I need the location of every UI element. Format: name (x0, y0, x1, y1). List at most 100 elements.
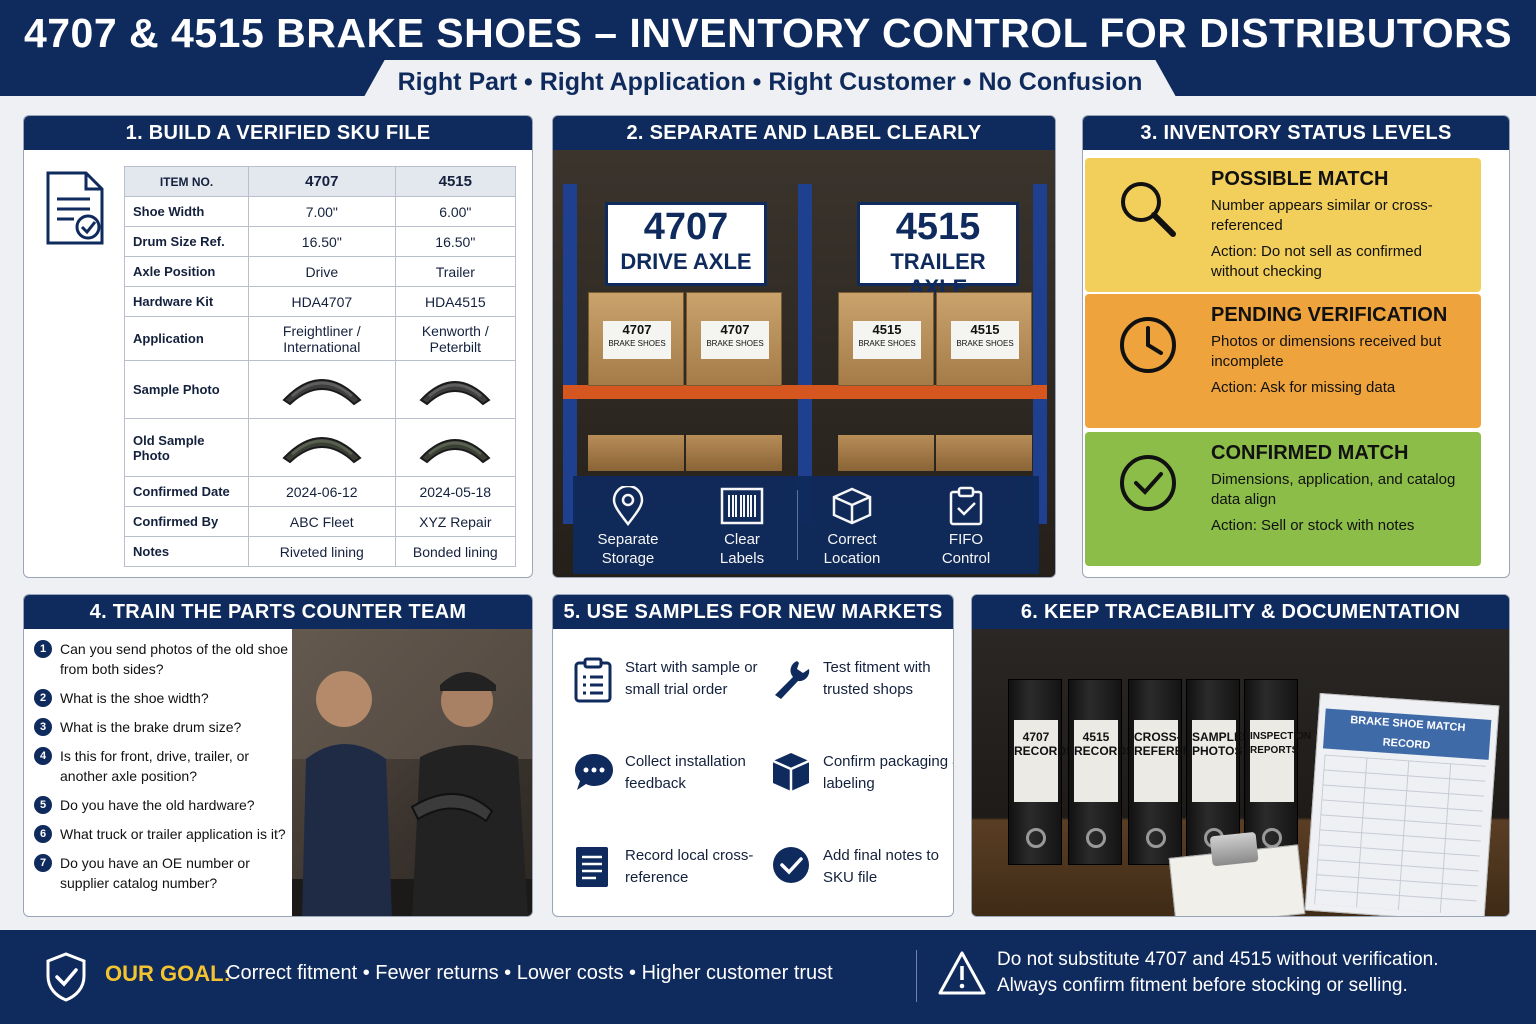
feature-line: Storage (601, 550, 655, 567)
page-subtitle: Right Part • Right Application • Right C… (397, 68, 1143, 96)
tip-text: Confirm packaging & labeling (823, 753, 954, 792)
goal-label: OUR GOAL: (105, 961, 231, 986)
row-label: Confirmed By (124, 506, 249, 537)
box-icon (832, 487, 872, 525)
table-cell: XYZ Repair (394, 506, 517, 537)
binder-ring (1262, 828, 1282, 848)
table-row: Hardware Kit HDA4707 HDA4515 (124, 286, 517, 317)
status-name: PENDING VERIFICATION (1211, 304, 1448, 326)
table-row: Confirmed By ABC Fleet XYZ Repair (124, 506, 517, 537)
question-text: Is this for front, drive, trailer, or an… (60, 748, 250, 784)
warning-line-2: Always confirm fitment before stocking o… (997, 975, 1408, 996)
table-row: Shoe Width 7.00" 6.00" (124, 196, 517, 227)
table-cell: 7.00" (248, 196, 396, 227)
document-lines-icon (576, 847, 608, 887)
table-row: Drum Size Ref. 16.50" 16.50" (124, 226, 517, 257)
sku-file-panel: 1. BUILD A VERIFIED SKU FILE ITEM NO. 47… (23, 115, 533, 578)
list-item: 7 Do you have an OE number or supplier ca… (34, 853, 296, 893)
clipboard-image (1168, 831, 1306, 916)
row-label: Drum Size Ref. (124, 226, 249, 257)
brake-shoe-image (282, 437, 362, 464)
row-label: Confirmed Date (124, 476, 249, 507)
box-label: 4707 BRAKE SHOES (701, 321, 769, 359)
feature-line: Correct (827, 531, 877, 548)
status-pending-verification: PENDING VERIFICATION Photos or dimension… (1085, 294, 1481, 428)
row-label: Axle Position (124, 256, 249, 287)
sample-photo-4515 (394, 360, 517, 419)
binder-label: 4515 RECORDS (1074, 720, 1134, 802)
magnifier-icon (1121, 182, 1176, 237)
status-description: Dimensions, application, and catalog dat… (1211, 471, 1456, 508)
question-text: Do you have the old hardware? (60, 797, 255, 813)
sku-table-header: ITEM NO. 4707 4515 (124, 166, 517, 197)
feature-fifo-control: FIFO Control (911, 486, 1021, 568)
record-grid (1314, 754, 1487, 916)
storage-panel: 2. SEPARATE AND LABEL CLEARLY 4707 DRIVE… (552, 115, 1056, 578)
table-cell: Kenworth / Peterbilt (394, 316, 517, 361)
feature-line: FIFO (948, 531, 984, 548)
rack-upright (563, 184, 577, 524)
rack-upright (798, 184, 812, 524)
list-item: 5 Do you have the old hardware? (34, 795, 296, 815)
feature-separate-storage: Separate Storage (573, 486, 683, 568)
feature-line: Separate (597, 531, 659, 548)
sign-4515: 4515 TRAILER AXLE (857, 202, 1019, 300)
table-cell: 16.50" (248, 226, 396, 257)
sample-photo-4707 (248, 360, 396, 419)
question-text: What is the shoe width? (60, 690, 209, 706)
row-label: Shoe Width (124, 196, 249, 227)
binder-4515-records: 4515 RECORDS (1068, 679, 1134, 865)
question-text: Can you send photos of the old shoe from… (60, 641, 289, 677)
traceability-panel-title: 6. KEEP TRACEABILITY & DOCUMENTATION (972, 595, 1509, 629)
sign-axle: DRIVE AXLE (620, 249, 752, 274)
table-cell: Drive (248, 256, 396, 287)
parts-counter-photo (292, 629, 532, 916)
status-description: Photos or dimensions received but incomp… (1211, 333, 1442, 370)
tip-text: Start with sample or small trial order (625, 659, 758, 698)
tip-text: Record local cross-reference (625, 847, 754, 886)
status-action: Action: Sell or stock with notes (1211, 517, 1415, 534)
warning-line-1: Do not substitute 4707 and 4515 without … (997, 949, 1439, 970)
rack-upright (1033, 184, 1047, 524)
table-row: Confirmed Date 2024-06-12 2024-05-18 (124, 476, 517, 507)
feature-line: Labels (719, 550, 765, 567)
binder-cross-reference: CROSS- REFERENCE (1128, 679, 1208, 865)
binder-label: SAMPLES PHOTOS (1192, 720, 1250, 802)
binder-ring (1146, 828, 1166, 848)
number-badge: 4 (34, 747, 52, 765)
list-item: 2 What is the shoe width? (34, 688, 296, 708)
binder-ring (1086, 828, 1106, 848)
column-header: ITEM NO. (124, 166, 249, 197)
clipboard-check-icon (949, 486, 983, 526)
list-item: 6 What truck or trailer application is it… (34, 824, 296, 844)
row-label: Application (124, 316, 249, 361)
box-label: 4707 BRAKE SHOES (603, 321, 671, 359)
clock-icon (1120, 317, 1176, 373)
lower-box (936, 435, 1032, 471)
status-possible-match: POSSIBLE MATCH Number appears similar or… (1085, 158, 1481, 292)
binder-ring (1026, 828, 1046, 848)
tip-text: Test fitment with trusted shops (823, 659, 931, 698)
warning-triangle-icon (938, 951, 986, 995)
number-badge: 1 (34, 640, 52, 658)
table-cell: Bonded lining (394, 536, 517, 567)
check-circle-icon (1120, 455, 1176, 511)
question-text: Do you have an OE number or supplier cat… (60, 855, 250, 891)
binder-label: INSPECTION REPORTS (1250, 720, 1311, 802)
question-list: 1 Can you send photos of the old shoe fro… (34, 639, 296, 902)
subtitle-bar: Right Part • Right Application • Right C… (360, 60, 1180, 104)
stock-box: 4515 BRAKE SHOES (838, 292, 934, 386)
clipboard-list-icon (574, 657, 612, 703)
table-cell: 16.50" (394, 226, 517, 257)
status-name: POSSIBLE MATCH (1211, 168, 1389, 190)
box-label: 4515 BRAKE SHOES (951, 321, 1019, 359)
page-title: 4707 & 4515 BRAKE SHOES – INVENTORY CONT… (23, 10, 1513, 56)
status-levels-panel: 3. INVENTORY STATUS LEVELS POSSIBLE MATC… (1082, 115, 1510, 578)
binder-label: 4707 RECORDS (1014, 720, 1074, 802)
list-item: 1 Can you send photos of the old shoe fro… (34, 639, 296, 679)
lower-box (588, 435, 684, 471)
table-row: Application Freightliner / International… (124, 316, 517, 361)
sign-4707: 4707 DRIVE AXLE (605, 202, 767, 286)
table-row: Old Sample Photo (124, 418, 517, 477)
binder-label: CROSS- REFERENCE (1134, 720, 1208, 802)
